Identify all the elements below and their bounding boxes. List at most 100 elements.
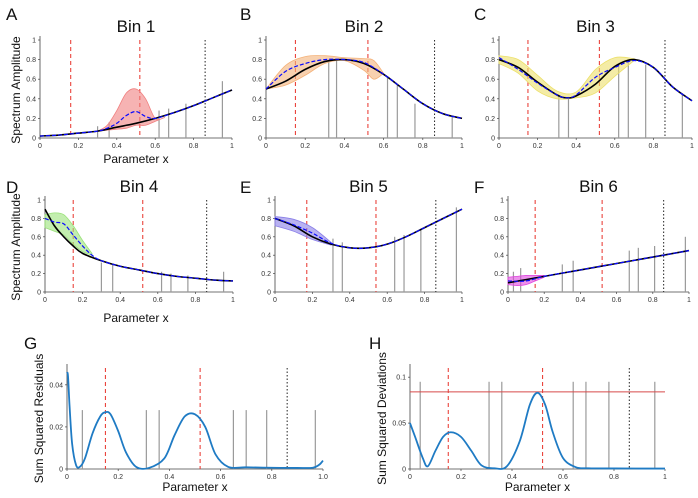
y-tick-label: 0.2: [261, 271, 271, 278]
y-tick-label: 0.2: [485, 116, 495, 123]
y-tick-label: 0.8: [252, 57, 262, 64]
mid-row-xlabel: Parameter x: [103, 311, 168, 325]
x-tick-label: 0.4: [571, 143, 581, 150]
x-tick-label: 0.6: [610, 143, 620, 150]
x-tick-label: 0.8: [649, 143, 659, 150]
panel-ylabel: Sum Squared Residuals: [32, 354, 46, 483]
fit-dashed-line: [274, 208, 463, 249]
panel-title: Bin 5: [349, 177, 388, 196]
x-tick-label: 0.6: [558, 474, 568, 481]
top-row-ylabel: Spectrum Amplitude: [9, 36, 23, 144]
panel-ylabel: Sum Squared Deviations: [375, 352, 389, 485]
panel-e: E Bin 5 0 0.2 0.4 0.6 0.8 1 0 0.2 0.4 0.6 0.8 1: [240, 177, 464, 304]
panel-letter: H: [369, 334, 381, 353]
x-tick-label: 0.6: [382, 297, 392, 304]
y-tick-label: 0.8: [31, 216, 41, 223]
fit-dashed-line: [39, 89, 233, 137]
y-tick-label: 1: [37, 198, 41, 205]
x-tick-label: 0.2: [533, 143, 543, 150]
panel-c: C Bin 3 0 0.2 0.4 0.6 0.8 1 0 0.2 0.4 0.6 0.8 1: [474, 5, 694, 150]
y-tick-label: 0: [267, 290, 271, 297]
y-tick-label: 1: [500, 198, 504, 205]
y-tick-label: 0.4: [26, 96, 36, 103]
panel-h: H 0 0.05 0.1 0 0.2 0.4 0.6 0.8 1 Sum Squared Devia…: [369, 334, 667, 494]
x-tick-label: 0: [264, 143, 268, 150]
x-tick-label: 0.8: [191, 297, 201, 304]
x-tick-label: 0.8: [648, 297, 658, 304]
x-tick-label: 0.2: [74, 143, 84, 150]
x-tick-label: 0.4: [576, 297, 586, 304]
y-tick-label: 0.4: [485, 96, 495, 103]
y-tick-label: 1: [491, 38, 495, 45]
x-tick-label: 0.4: [165, 474, 175, 481]
x-tick-label: 0.4: [345, 297, 355, 304]
figure-axis-labels: Spectrum Amplitude Parameter x Spectrum …: [9, 36, 169, 325]
x-tick-label: 0.2: [113, 474, 123, 481]
x-tick-label: 0.6: [150, 143, 160, 150]
y-tick-label: 0.8: [494, 216, 504, 223]
panel-title: Bin 3: [576, 17, 615, 36]
y-tick-label: 0: [491, 136, 495, 143]
panel-xlabel: Parameter x: [505, 480, 570, 494]
x-tick-label: 0.6: [216, 474, 226, 481]
y-tick-label: 0.2: [252, 116, 262, 123]
x-tick-label: 0.2: [539, 297, 549, 304]
x-tick-label: 0: [506, 297, 510, 304]
y-tick-label: 0.4: [261, 253, 271, 260]
uncertainty-band: [498, 55, 635, 100]
y-tick-label: 0: [32, 136, 36, 143]
top-row-xlabel: Parameter x: [103, 152, 168, 166]
y-tick-label: 0: [258, 136, 262, 143]
panel-f: F Bin 6 0 0.2 0.4 0.6 0.8 1 0 0.2 0.4 0.6 0.8 1: [474, 177, 691, 304]
x-tick-label: 0: [273, 297, 277, 304]
panel-g: G 0 0.02 0.04 0 0.2 0.4 0.6 0.8 1.0 Sum Squared Re…: [24, 334, 328, 494]
x-tick-label: 0.4: [115, 297, 125, 304]
fit-dashed-line: [498, 57, 693, 102]
y-tick-label: 0.2: [31, 271, 41, 278]
x-tick-label: 0: [65, 474, 69, 481]
panel-letter: B: [240, 5, 251, 24]
x-tick-label: 1: [687, 297, 691, 304]
x-tick-label: 1: [230, 143, 234, 150]
panel-xlabel: Parameter x: [162, 480, 227, 494]
x-tick-label: 0.8: [420, 297, 430, 304]
x-tick-label: 0: [408, 474, 412, 481]
x-tick-label: 1: [460, 297, 464, 304]
uncertainty-band: [264, 55, 385, 90]
y-tick-label: 1: [258, 38, 262, 45]
panel-letter: F: [474, 178, 484, 197]
x-tick-label: 0.2: [308, 297, 318, 304]
x-tick-label: 0.6: [612, 297, 622, 304]
y-tick-label: 0.6: [26, 77, 36, 84]
x-tick-label: 1: [460, 143, 464, 150]
y-tick-label: 0.02: [49, 424, 63, 431]
y-tick-label: 0.2: [26, 116, 36, 123]
y-tick-label: 0.6: [494, 234, 504, 241]
x-tick-label: 0.8: [609, 474, 619, 481]
y-tick-label: 0.04: [49, 382, 63, 389]
ssr-curve: [66, 371, 324, 470]
x-tick-label: 1: [663, 474, 667, 481]
y-tick-label: 0.8: [26, 57, 36, 64]
x-tick-label: 0.2: [78, 297, 88, 304]
x-tick-label: 0.4: [507, 474, 517, 481]
y-tick-label: 0.8: [261, 216, 271, 223]
panel-letter: E: [240, 178, 251, 197]
panel-letter: D: [6, 178, 18, 197]
y-tick-label: 0.4: [31, 253, 41, 260]
y-tick-label: 0.1: [396, 375, 406, 382]
y-tick-label: 1: [267, 198, 271, 205]
uncertainty-band: [44, 212, 93, 256]
panel-d: D Bin 4 0 0.2 0.4 0.6 0.8 1 0 0.2 0.4 0.6 0.8 1: [6, 177, 235, 304]
panel-title: Bin 2: [345, 17, 384, 36]
x-tick-label: 1.0: [318, 474, 328, 481]
x-tick-label: 0.8: [189, 143, 199, 150]
x-tick-label: 0.8: [267, 474, 277, 481]
ssd-curve: [409, 391, 666, 470]
x-tick-label: 0.2: [300, 143, 310, 150]
y-tick-label: 0.05: [392, 421, 406, 428]
y-tick-label: 0: [37, 290, 41, 297]
y-tick-label: 0.4: [252, 96, 262, 103]
y-tick-label: 0.6: [252, 77, 262, 84]
